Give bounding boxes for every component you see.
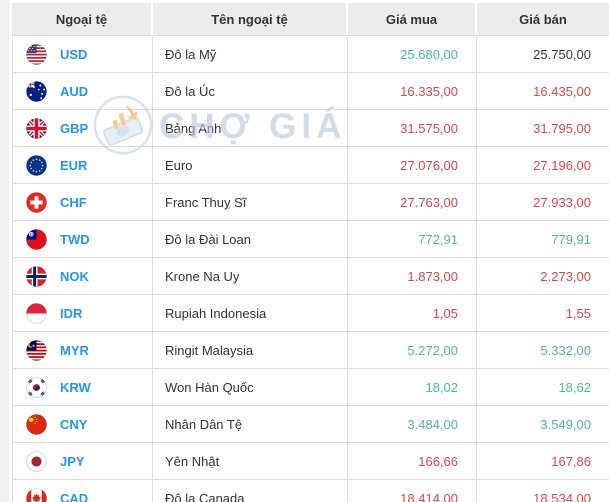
currency-code-link[interactable]: AUD <box>60 83 89 99</box>
header-sell-price: Giá bán <box>477 3 609 35</box>
buy-price-value: 166,66 <box>348 443 477 479</box>
currency-name: Đô la Úc <box>153 73 348 109</box>
table-body: USD Đô la Mỹ 25.680,00 25.750,00 AUD Đô … <box>12 35 609 502</box>
sell-price-value: 31.795,00 <box>533 120 591 136</box>
buy-price-value: 1,05 <box>348 295 477 331</box>
currency-row: JPY Yên Nhật 166,66 167,86 <box>12 443 609 480</box>
page-left-gutter <box>0 0 9 502</box>
currency-name: Euro <box>153 147 348 183</box>
header-currency: Ngoại tệ <box>12 3 153 35</box>
flag-usd-icon <box>26 43 47 65</box>
sell-price-value: 27.933,00 <box>533 194 591 210</box>
sell-price-value: 5.332,00 <box>540 342 591 358</box>
buy-price-value: 25.680,00 <box>348 36 477 72</box>
currency-name: Rupiah Indonesia <box>153 295 348 331</box>
currency-code-link[interactable]: NOK <box>60 268 89 284</box>
currency-row: IDR Rupiah Indonesia 1,05 1,55 <box>12 295 609 332</box>
currency-name: Krone Na Uy <box>153 258 348 294</box>
currency-row: CNY Nhân Dân Tệ 3.484,00 3.549,00 <box>12 406 609 443</box>
flag-myr-icon <box>26 339 47 361</box>
buy-price-value: 27.763,00 <box>348 184 477 220</box>
sell-price-value: 1,55 <box>565 305 591 321</box>
flag-chf-icon <box>26 191 47 213</box>
currency-row: EUR Euro 27.076,00 27.196,00 <box>12 147 609 184</box>
sell-price-value: 18.534,00 <box>533 490 591 502</box>
buy-price-value: 27.076,00 <box>348 147 477 183</box>
buy-price-value: 772,91 <box>348 221 477 257</box>
flag-krw-icon <box>26 376 47 398</box>
sell-price-value: 2.273,00 <box>540 268 591 284</box>
table-header-row: Ngoại tệ Tên ngoại tệ Giá mua Giá bán <box>12 3 609 35</box>
flag-cad-icon <box>26 487 47 502</box>
buy-price-value: 3.484,00 <box>348 406 477 442</box>
currency-code-link[interactable]: GBP <box>60 120 89 136</box>
currency-code-link[interactable]: EUR <box>60 157 88 173</box>
currency-row: AUD Đô la Úc 16.335,00 16.435,00 <box>12 73 609 110</box>
header-currency-name: Tên ngoại tệ <box>153 3 348 35</box>
currency-row: MYR Ringit Malaysia 5.272,00 5.332,00 <box>12 332 609 369</box>
flag-jpy-icon <box>26 450 47 472</box>
flag-nok-icon <box>26 265 47 287</box>
sell-price-value: 3.549,00 <box>540 416 591 432</box>
currency-name: Yên Nhật <box>153 443 348 479</box>
exchange-rate-table: Ngoại tệ Tên ngoại tệ Giá mua Giá bán US… <box>12 3 609 502</box>
buy-price-value: 31.575,00 <box>348 110 477 146</box>
currency-name: Franc Thuỵ Sĩ <box>153 184 348 220</box>
currency-row: CAD Đô la Canada 18.414,00 18.534,00 <box>12 480 609 502</box>
currency-code-link[interactable]: TWD <box>60 231 90 247</box>
currency-code-link[interactable]: CAD <box>60 490 89 502</box>
buy-price-value: 1.873,00 <box>348 258 477 294</box>
header-buy-price: Giá mua <box>348 3 477 35</box>
buy-price-value: 5.272,00 <box>348 332 477 368</box>
buy-price-value: 18,02 <box>348 369 477 405</box>
flag-gbp-icon <box>26 117 47 139</box>
buy-price-value: 16.335,00 <box>348 73 477 109</box>
currency-name: Đô la Canada <box>153 480 348 502</box>
currency-code-link[interactable]: KRW <box>60 379 91 395</box>
currency-name: Đô la Mỹ <box>153 36 348 72</box>
sell-price-value: 18,62 <box>558 379 591 395</box>
currency-code-link[interactable]: IDR <box>60 305 83 321</box>
sell-price-value: 779,91 <box>551 231 591 247</box>
flag-idr-icon <box>26 302 47 324</box>
sell-price-value: 16.435,00 <box>533 83 591 99</box>
sell-price-value: 167,86 <box>551 453 591 469</box>
flag-cny-icon <box>26 413 47 435</box>
currency-row: USD Đô la Mỹ 25.680,00 25.750,00 <box>12 35 609 73</box>
sell-price-value: 25.750,00 <box>533 46 591 62</box>
currency-row: CHF Franc Thuỵ Sĩ 27.763,00 27.933,00 <box>12 184 609 221</box>
currency-row: NOK Krone Na Uy 1.873,00 2.273,00 <box>12 258 609 295</box>
currency-name: Bảng Anh <box>153 110 348 146</box>
currency-code-link[interactable]: CHF <box>60 194 87 210</box>
currency-row: KRW Won Hàn Quốc 18,02 18,62 <box>12 369 609 406</box>
flag-twd-icon <box>26 228 47 250</box>
sell-price-value: 27.196,00 <box>533 157 591 173</box>
currency-name: Ringit Malaysia <box>153 332 348 368</box>
buy-price-value: 18.414,00 <box>348 480 477 502</box>
currency-code-link[interactable]: JPY <box>60 453 85 469</box>
currency-name: Đô la Đài Loan <box>153 221 348 257</box>
flag-aud-icon <box>26 80 47 102</box>
currency-code-link[interactable]: CNY <box>60 416 88 432</box>
currency-row: GBP Bảng Anh 31.575,00 31.795,00 <box>12 110 609 147</box>
flag-eur-icon <box>26 154 47 176</box>
currency-name: Nhân Dân Tệ <box>153 406 348 442</box>
currency-name: Won Hàn Quốc <box>153 369 348 405</box>
currency-code-link[interactable]: USD <box>60 46 88 62</box>
currency-code-link[interactable]: MYR <box>60 342 89 358</box>
currency-row: TWD Đô la Đài Loan 772,91 779,91 <box>12 221 609 258</box>
